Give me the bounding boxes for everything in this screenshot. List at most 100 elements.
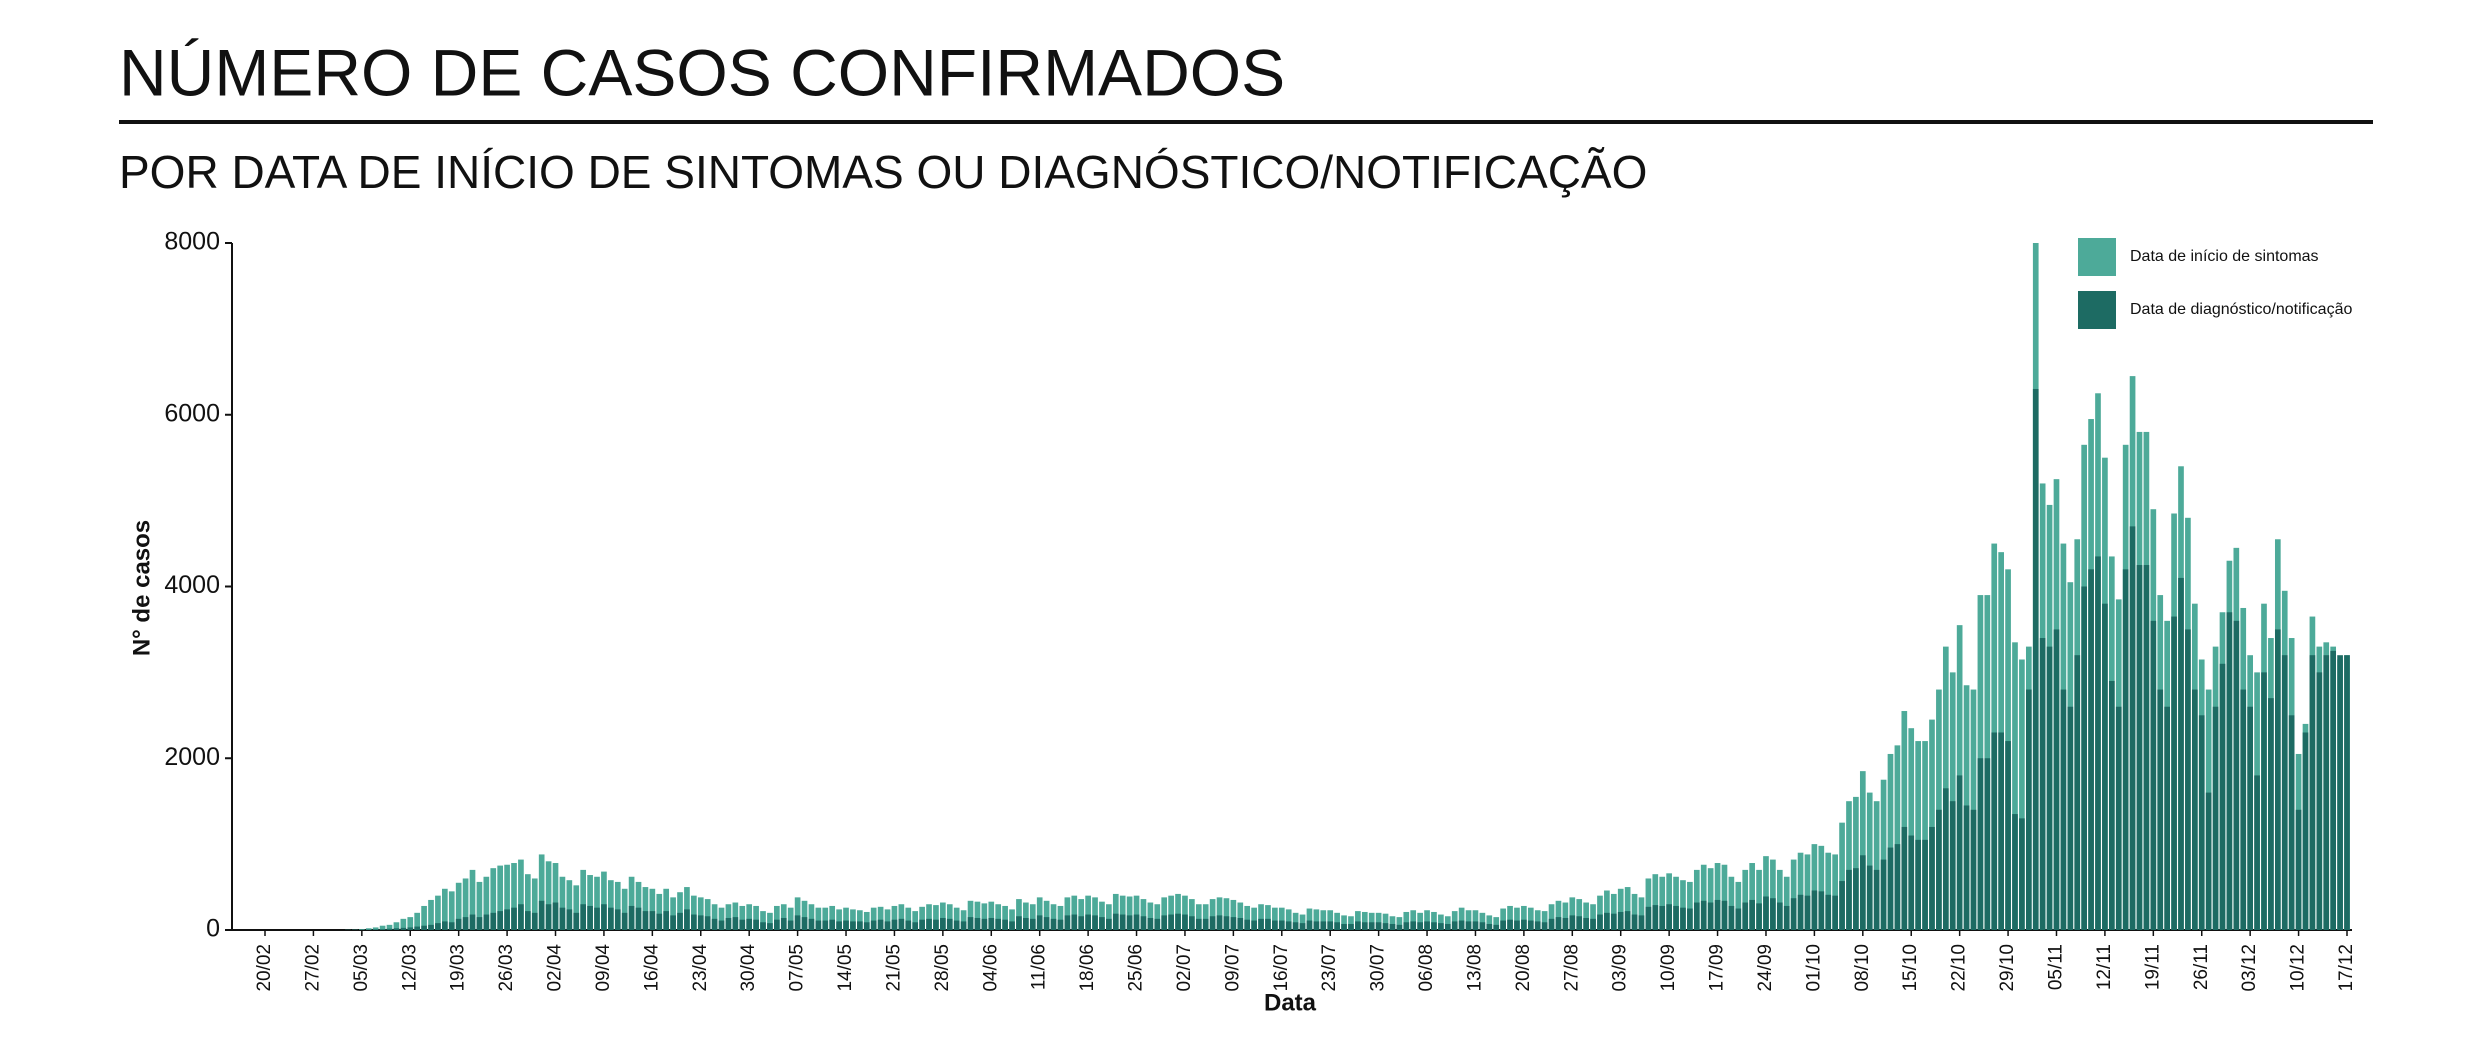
bar: [2054, 629, 2060, 930]
bar: [1044, 917, 1050, 930]
bar: [1099, 917, 1105, 930]
bar: [656, 914, 662, 930]
bar: [2227, 612, 2233, 930]
bar: [1687, 909, 1693, 930]
bar: [1514, 921, 1520, 930]
bar: [1915, 840, 1921, 930]
bar: [2171, 617, 2177, 930]
bar: [1009, 921, 1015, 930]
bar: [2150, 621, 2156, 930]
bar: [961, 921, 967, 930]
bar: [1390, 924, 1396, 930]
bar: [373, 929, 379, 930]
bar: [1507, 920, 1513, 930]
x-tick-label: 20/08: [1513, 944, 1534, 992]
bar: [1265, 919, 1271, 930]
bar: [733, 917, 739, 930]
bar: [788, 921, 794, 930]
bar: [1984, 758, 1990, 930]
y-tick-label: 4000: [164, 571, 220, 599]
bar: [608, 908, 614, 930]
bar: [995, 919, 1001, 930]
bar: [2316, 672, 2322, 930]
bar: [933, 920, 939, 930]
bar: [394, 928, 400, 930]
x-tick-label: 05/03: [351, 944, 372, 992]
bar: [1314, 921, 1320, 930]
bar: [1459, 921, 1465, 930]
bar: [719, 921, 725, 930]
bar: [2310, 655, 2316, 930]
bar: [484, 915, 490, 930]
bar: [1203, 919, 1209, 930]
x-tick-label: 03/09: [1610, 944, 1631, 992]
bar: [1874, 870, 1880, 930]
bar: [553, 903, 559, 930]
x-tick-label: 24/09: [1755, 944, 1776, 992]
bar: [1466, 921, 1472, 930]
bar: [2164, 707, 2170, 930]
bar: [1051, 919, 1057, 930]
bar: [2102, 604, 2108, 930]
x-tick-label: 21/05: [883, 944, 904, 992]
bar: [380, 929, 386, 930]
bar: [1251, 921, 1257, 930]
bar: [1486, 924, 1492, 930]
bar: [1307, 921, 1313, 930]
x-tick-label: 18/06: [1077, 944, 1098, 992]
bar: [1480, 922, 1486, 930]
bar: [746, 919, 752, 930]
bar: [1818, 891, 1824, 930]
x-tick-label: 17/09: [1707, 944, 1728, 992]
bar: [1888, 848, 1894, 930]
bar: [449, 922, 455, 930]
bar: [691, 915, 697, 930]
bar: [1286, 921, 1292, 930]
bar: [463, 917, 469, 930]
bar: [636, 908, 642, 930]
x-tick-label: 30/07: [1368, 944, 1389, 992]
bar: [1397, 925, 1403, 930]
legend-label: Data de diagnóstico/notificação: [2130, 301, 2352, 318]
bar: [1936, 810, 1942, 930]
bar: [1569, 915, 1575, 930]
bar: [1770, 898, 1776, 930]
bar: [2254, 775, 2260, 930]
bar: [816, 921, 822, 930]
bar: [1604, 913, 1610, 930]
bar: [2033, 389, 2039, 930]
x-tick-label: 02/07: [1174, 944, 1195, 992]
bar: [622, 913, 628, 930]
bar: [2137, 565, 2143, 930]
bar: [2067, 707, 2073, 930]
bar: [850, 921, 856, 930]
x-tick-label: 25/06: [1126, 944, 1147, 992]
bar: [1106, 919, 1112, 930]
bar: [2116, 707, 2122, 930]
bar: [1542, 922, 1548, 930]
bar: [968, 917, 974, 930]
bar: [2233, 621, 2239, 930]
bar: [864, 922, 870, 930]
bar: [435, 923, 441, 930]
bar: [1812, 890, 1818, 930]
y-tick-label: 2000: [164, 743, 220, 771]
bar: [2289, 715, 2295, 930]
bar: [1016, 916, 1022, 930]
bar: [1279, 921, 1285, 930]
bar: [2206, 793, 2212, 930]
bar: [1452, 921, 1458, 930]
bar: [2005, 741, 2011, 930]
bar: [1182, 915, 1188, 930]
bar: [1141, 916, 1147, 930]
bar: [1410, 921, 1416, 930]
bar: [1618, 912, 1624, 930]
bar: [2220, 664, 2226, 930]
bar: [1231, 917, 1237, 930]
bar: [1929, 827, 1935, 930]
bar: [1666, 904, 1672, 930]
bar: [1632, 915, 1638, 930]
bar: [829, 920, 835, 930]
bar: [2095, 556, 2101, 930]
